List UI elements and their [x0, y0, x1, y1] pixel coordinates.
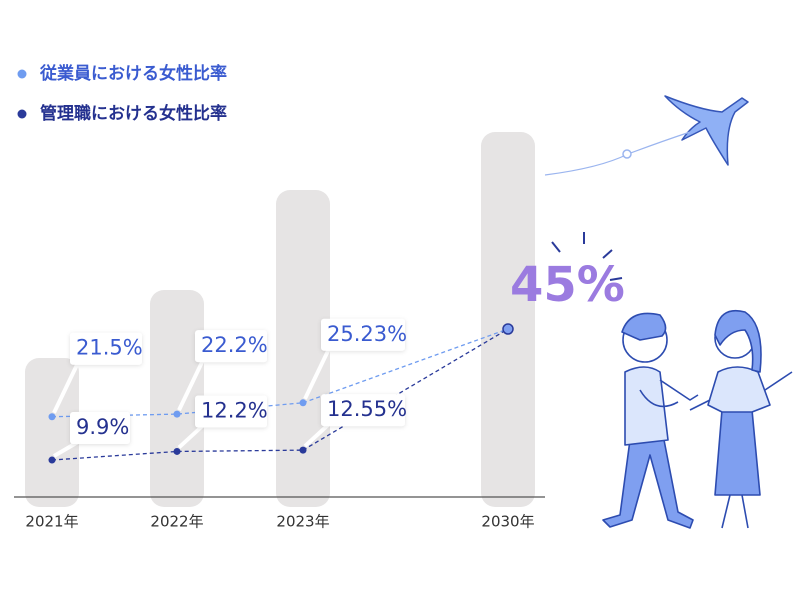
label-box — [321, 394, 405, 427]
label-pointer — [52, 361, 80, 414]
data-point — [299, 446, 307, 454]
data-label: 21.5% — [76, 336, 143, 360]
background-bar — [150, 290, 204, 507]
legend-dot — [17, 109, 27, 119]
label-box — [195, 330, 267, 363]
target-point — [502, 323, 514, 335]
legend-dot — [17, 69, 27, 79]
label-box — [70, 412, 130, 445]
background-bar — [25, 358, 79, 507]
x-tick-label: 2022年 — [150, 513, 203, 531]
plot-area: 2021年 2022年 2023年 2030年 従業員における女性比率管理職における女性… — [17, 63, 625, 531]
legend-label: 管理職における女性比率 — [40, 103, 227, 124]
data-point — [173, 447, 181, 455]
bird-illustration — [544, 95, 749, 176]
burst-lines — [551, 232, 623, 281]
label-pointer — [303, 347, 331, 400]
data-label: 12.2% — [201, 398, 268, 422]
data-point — [173, 410, 181, 418]
x-tick-label: 2021年 — [25, 513, 78, 531]
label-box — [70, 332, 142, 365]
label-pointer — [303, 422, 331, 448]
label-pointer — [177, 359, 205, 411]
target-connector — [302, 328, 509, 404]
people-illustration — [602, 310, 793, 529]
data-point — [48, 413, 56, 421]
label-pointer — [52, 440, 80, 458]
background-bars — [25, 132, 535, 507]
x-tick-label: 2023年 — [276, 513, 329, 531]
data-label: 22.2% — [201, 333, 268, 357]
target-connector — [302, 328, 509, 451]
label-box — [195, 395, 267, 428]
data-label: 12.55% — [327, 397, 407, 421]
x-tick-label: 2030年 — [481, 513, 534, 531]
data-point — [299, 399, 307, 407]
target-label: 45% — [510, 257, 625, 313]
data-label: 9.9% — [76, 415, 129, 439]
label-pointer — [177, 423, 205, 449]
background-bar — [481, 132, 535, 507]
label-box — [321, 318, 405, 351]
data-point — [48, 456, 56, 464]
legend-label: 従業員における女性比率 — [39, 63, 227, 84]
background-bar — [276, 190, 330, 507]
data-label: 25.23% — [327, 322, 407, 346]
